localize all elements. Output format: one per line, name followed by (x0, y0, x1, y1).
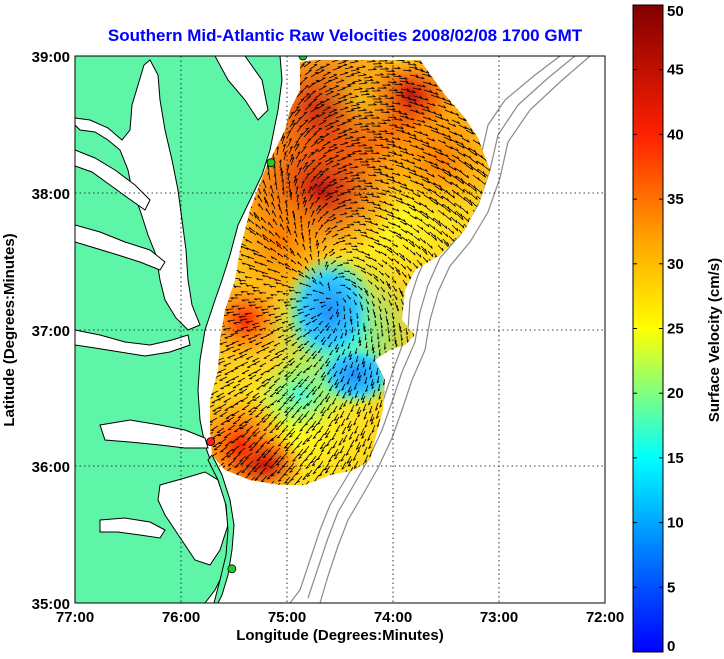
x-tick-label: 75:00 (268, 609, 306, 626)
x-tick-label: 76:00 (162, 609, 200, 626)
station-marker (206, 437, 216, 447)
x-tick-label: 72:00 (586, 609, 624, 626)
colorbar-tick-label: 30 (667, 256, 684, 273)
potomac-river (75, 149, 151, 211)
colorbar-tick-label: 35 (667, 191, 684, 208)
colorbar-tick-label: 40 (667, 126, 684, 143)
y-tick-label: 38:00 (32, 186, 70, 203)
radar-stations (206, 56, 308, 574)
colorbar-ticks: 0 5 10 15 20 25 30 35 40 45 50 (633, 3, 684, 655)
colorbar-tick-label: 20 (667, 385, 684, 402)
colorbar-tick-label: 10 (667, 515, 684, 532)
colorbar-tick-label: 50 (667, 3, 684, 20)
y-axis-label: Latitude (Degrees:Minutes) (1, 233, 18, 426)
y-tick-label: 36:00 (32, 459, 70, 476)
albemarle-sound (99, 419, 209, 449)
colorbar-tick-label: 45 (667, 62, 684, 79)
x-tick-label: 77:00 (56, 609, 94, 626)
rappahannock-river (75, 224, 166, 271)
pamlico-sound (157, 471, 229, 566)
colorbar-tick-label: 5 (667, 579, 675, 596)
plot-frame (74, 55, 606, 604)
x-tick-label: 73:00 (480, 609, 518, 626)
colorbar-tick-label: 25 (667, 321, 684, 338)
x-tick-label: 74:00 (374, 609, 412, 626)
y-tick-label: 35:00 (32, 596, 70, 613)
colorbar-tick-label: 15 (667, 450, 684, 467)
colorbar-tick-label: 0 (667, 638, 675, 655)
x-axis-ticks: 77:00 76:00 75:00 74:00 73:00 72:00 (56, 609, 624, 626)
station-marker (266, 158, 276, 168)
y-axis-ticks: 39:00 38:00 37:00 36:00 35:00 (32, 49, 70, 613)
station-marker (298, 56, 308, 61)
colorbar (632, 4, 664, 653)
station-marker (227, 564, 237, 574)
outer-banks (207, 454, 235, 603)
x-axis-label: Longitude (Degrees:Minutes) (236, 627, 444, 644)
delaware-bay (214, 56, 269, 121)
grid-lines (75, 56, 605, 603)
y-tick-label: 39:00 (32, 49, 70, 66)
colorbar-label: Surface Velocity (cm/s) (706, 258, 723, 422)
map-title: Southern Mid-Atlantic Raw Velocities 200… (108, 26, 583, 45)
y-tick-label: 37:00 (32, 323, 70, 340)
james-river (75, 329, 191, 357)
neuse-river (99, 517, 166, 539)
